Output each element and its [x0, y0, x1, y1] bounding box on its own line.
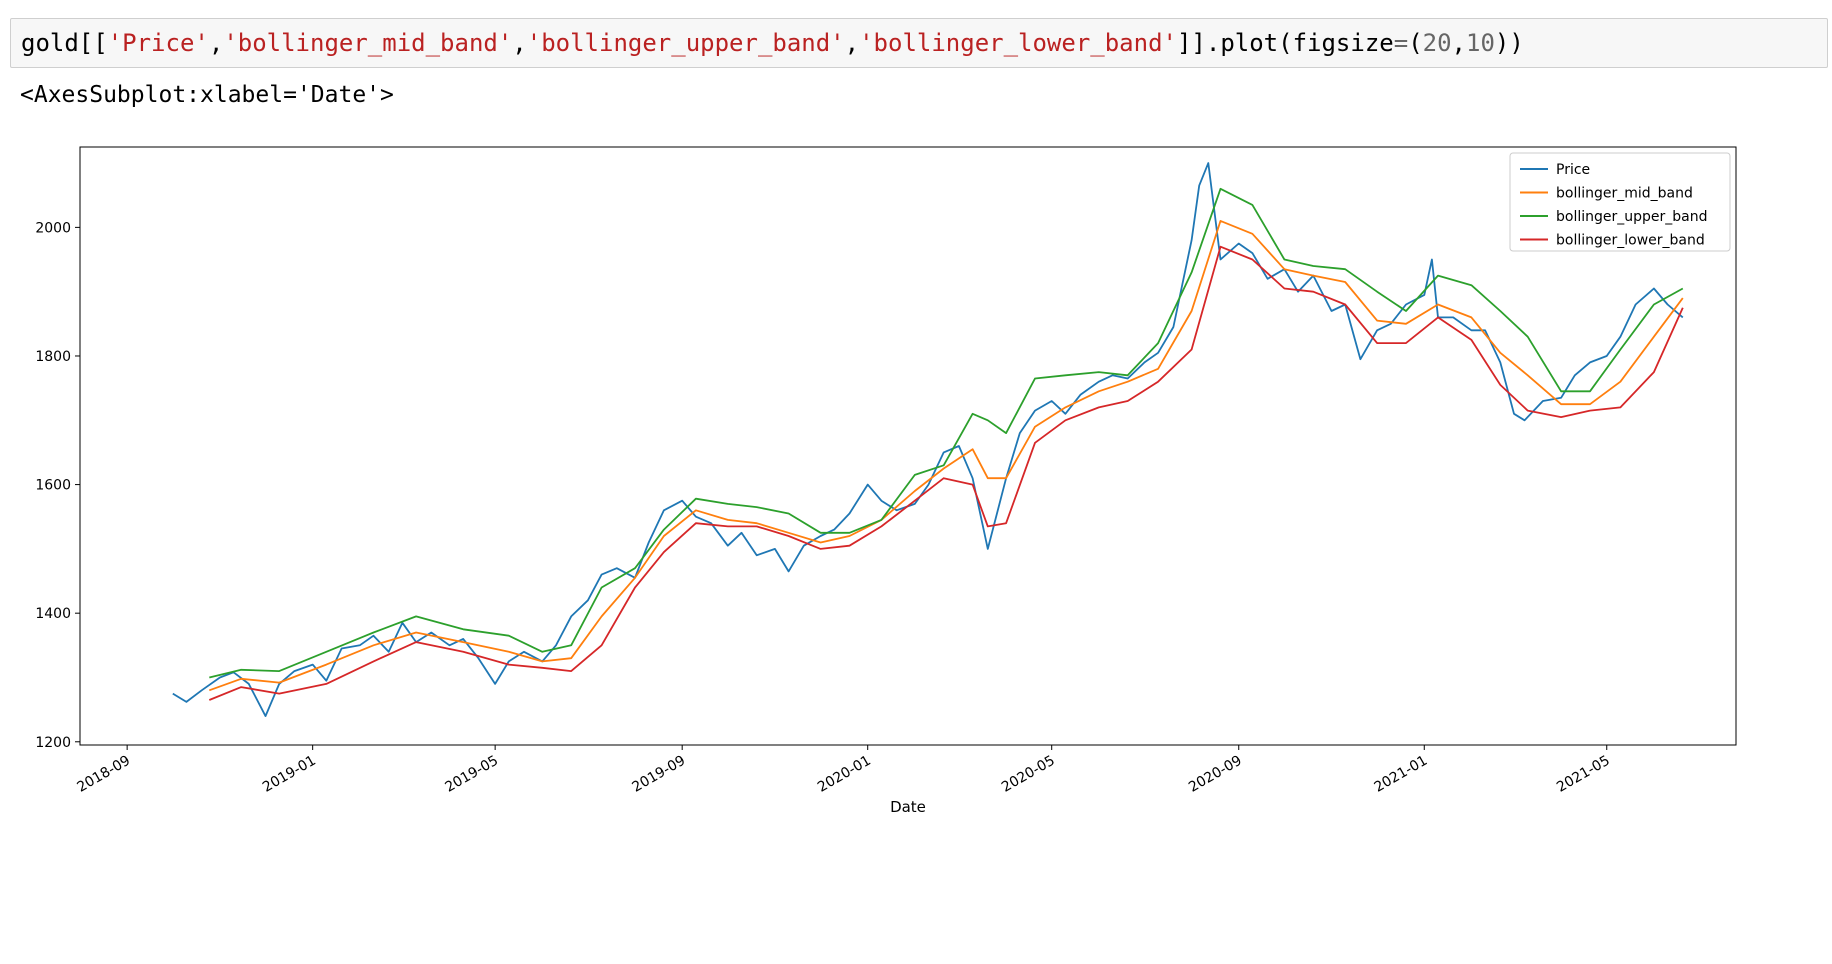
code-prefix: gold[[	[21, 29, 108, 57]
y-tick-label: 1200	[35, 735, 71, 751]
code-comma: ,	[512, 29, 527, 57]
legend-label: Price	[1556, 162, 1590, 178]
y-tick-label: 1400	[35, 606, 71, 622]
y-tick-label: 1800	[35, 349, 71, 365]
line-chart: 1200 1400 1600 1800 2000 2018-09 2019-01 2019-0…	[35, 146, 1737, 816]
code-paren-close: ))	[1494, 29, 1524, 57]
x-tick-label: 2021-01	[1372, 753, 1431, 796]
series-line-bollinger-mid-band	[208, 220, 1684, 692]
x-tick-label: 2019-09	[630, 753, 689, 796]
code-number-width: 20	[1422, 29, 1452, 57]
y-tick-label: 2000	[35, 220, 71, 236]
x-tick-label: 2019-05	[442, 753, 501, 796]
legend-label: bollinger_mid_band	[1556, 186, 1693, 202]
legend-box	[1509, 152, 1731, 252]
x-tick-label: 2019-01	[260, 753, 319, 796]
series-line-bollinger-upper-band	[209, 187, 1684, 679]
code-equals: =	[1393, 29, 1409, 57]
code-comma: ,	[1451, 29, 1466, 57]
code-column-upper: 'bollinger_upper_band'	[526, 29, 845, 57]
code-cell-input[interactable]: gold[['Price','bollinger_mid_band','boll…	[10, 18, 1828, 68]
plot-area-frame	[79, 146, 1737, 746]
code-column-mid: 'bollinger_mid_band'	[223, 29, 513, 57]
code-comma: ,	[208, 29, 224, 57]
legend-label: bollinger_lower_band	[1556, 233, 1705, 249]
legend-label: bollinger_upper_band	[1556, 209, 1708, 225]
x-tick-label: 2020-05	[999, 753, 1058, 796]
x-tick-label: 2021-05	[1554, 753, 1613, 796]
x-axis-label: Date	[890, 798, 926, 816]
series-line-bollinger-lower-band	[208, 245, 1684, 701]
x-tick-label: 2020-01	[815, 753, 874, 796]
x-tick-label: 2020-09	[1186, 753, 1245, 796]
code-column-price: 'Price'	[107, 29, 209, 57]
code-number-height: 10	[1466, 29, 1495, 57]
code-column-lower: 'bollinger_lower_band'	[859, 29, 1177, 57]
cell-output-text: <AxesSubplot:xlabel='Date'>	[20, 82, 394, 108]
code-method: ]].plot(figsize	[1176, 29, 1394, 57]
code-comma: ,	[844, 29, 860, 57]
y-tick-label: 1600	[35, 478, 71, 494]
code-paren-open: (	[1408, 29, 1423, 57]
x-tick-label: 2018-09	[74, 753, 133, 796]
